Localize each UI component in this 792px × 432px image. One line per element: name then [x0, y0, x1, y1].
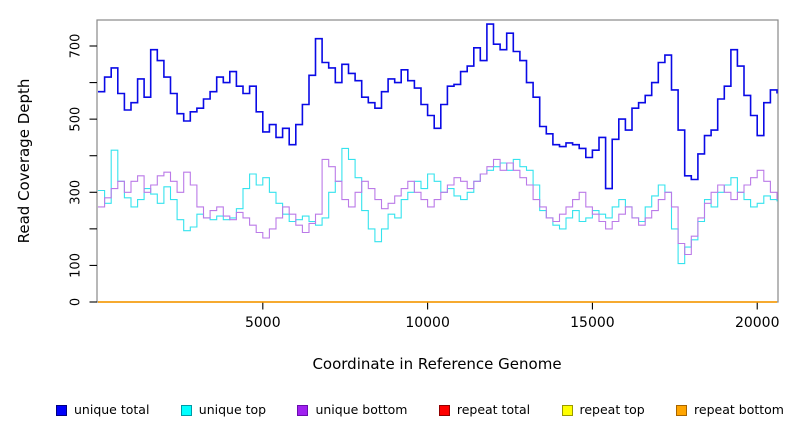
y-tick-label: 500 [69, 107, 84, 132]
x-tick-label: 20000 [735, 315, 780, 331]
x-tick-label: 10000 [405, 315, 450, 331]
x-axis-title: Coordinate in Reference Genome [0, 355, 792, 373]
legend-label: repeat bottom [694, 401, 784, 417]
legend-swatch-icon [676, 404, 688, 416]
legend-label: unique top [198, 401, 267, 417]
y-axis-title: Read Coverage Depth [15, 78, 33, 244]
x-axis-title-text: Coordinate in Reference Genome [312, 355, 562, 373]
legend-label: repeat total [456, 401, 531, 417]
legend-item-unique-bottom: unique bottom [297, 401, 408, 417]
legend-label: unique bottom [315, 401, 408, 417]
legend-swatch-icon [561, 404, 573, 416]
x-tick-label: 15000 [570, 315, 615, 331]
y-tick-label: 0 [69, 298, 84, 306]
legend-swatch-icon [297, 404, 309, 416]
chart-legend: unique total unique top unique bottom repea… [56, 399, 784, 421]
legend-swatch-icon [180, 404, 192, 416]
y-tick-label: 700 [69, 34, 84, 59]
legend-item-unique-top: unique top [180, 401, 267, 417]
x-tick-label: 5000 [245, 315, 281, 331]
legend-item-repeat-total: repeat total [438, 401, 531, 417]
y-tick-label: 100 [69, 253, 84, 278]
series-line-unique-total [98, 23, 778, 190]
series-line-unique-bottom [98, 158, 778, 256]
legend-label: repeat top [579, 401, 645, 417]
legend-item-repeat-bottom: repeat bottom [676, 401, 784, 417]
y-tick-label: 300 [69, 180, 84, 205]
plot-box [96, 19, 779, 303]
legend-item-unique-total: unique total [56, 401, 150, 417]
legend-label: unique total [74, 401, 150, 417]
legend-swatch-icon [438, 404, 450, 416]
series-line-unique-top [98, 147, 778, 265]
legend-item-repeat-top: repeat top [561, 401, 645, 417]
legend-swatch-icon [56, 404, 67, 416]
